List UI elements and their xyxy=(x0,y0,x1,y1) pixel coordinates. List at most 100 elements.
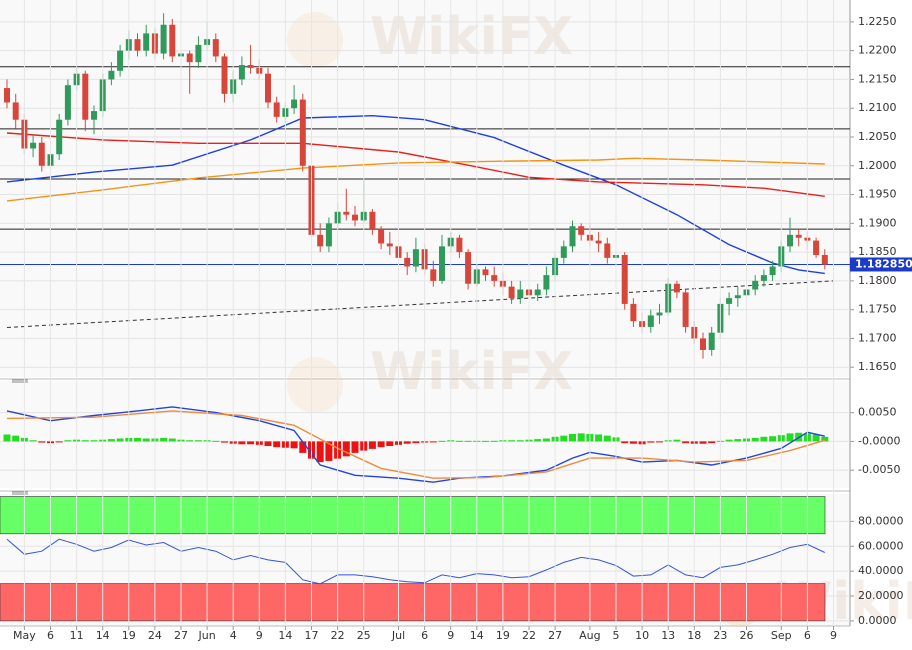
candle-body xyxy=(30,142,37,149)
candle-body xyxy=(752,280,759,290)
y-tick-label: -0.0000 xyxy=(858,434,900,447)
x-tick-label: 6 xyxy=(804,629,811,642)
histogram-bar xyxy=(412,441,420,444)
candle-body xyxy=(221,56,228,94)
histogram-bar xyxy=(621,441,629,444)
histogram-bar xyxy=(786,433,794,442)
y-tick-label: 80.0000 xyxy=(858,514,904,527)
candle-body xyxy=(160,24,167,54)
histogram-bar xyxy=(673,439,681,442)
candle-body xyxy=(117,50,124,71)
histogram-bar xyxy=(116,438,124,442)
y-tick-label: 1.2000 xyxy=(858,159,897,172)
histogram-bar xyxy=(429,441,437,443)
x-tick-label: 10 xyxy=(635,629,649,642)
histogram-bar xyxy=(725,439,733,442)
candle-body xyxy=(265,73,271,103)
histogram-bar xyxy=(812,434,820,442)
histogram-bar xyxy=(160,437,168,442)
candle-body xyxy=(64,85,71,120)
x-tick-label: 6 xyxy=(421,629,428,642)
histogram-bar xyxy=(12,435,20,442)
candle-body xyxy=(134,39,141,51)
y-tick-label: 1.2150 xyxy=(858,72,897,85)
candle-body xyxy=(578,226,585,235)
candle-body xyxy=(299,99,306,166)
histogram-bar xyxy=(81,440,89,442)
candle-body xyxy=(682,292,689,327)
x-tick-label: 27 xyxy=(174,629,188,642)
candle-body xyxy=(412,249,419,267)
x-tick-label: 14 xyxy=(96,629,110,642)
histogram-bar xyxy=(238,441,246,445)
y-tick-label: 1.2100 xyxy=(858,101,897,114)
histogram-bar xyxy=(734,439,742,442)
candle-body xyxy=(787,234,793,247)
candle-body xyxy=(604,243,611,258)
watermark-group: WikiFX WikiFX WikiFX xyxy=(287,7,912,632)
histogram-bar xyxy=(142,438,150,442)
candle-body xyxy=(325,223,332,247)
candle-body xyxy=(439,246,445,281)
x-tick-label: 19 xyxy=(496,629,510,642)
candle-body xyxy=(212,39,219,57)
candle-body xyxy=(186,53,193,63)
histogram-bar xyxy=(708,441,716,444)
histogram-bar xyxy=(273,441,281,448)
x-tick-label: 6 xyxy=(47,629,54,642)
candle-body xyxy=(656,312,663,316)
x-tick-label: 4 xyxy=(230,629,237,642)
x-tick-label: 18 xyxy=(687,629,701,642)
candle-body xyxy=(726,298,733,304)
y-tick-label: 1.1900 xyxy=(858,216,897,229)
x-tick-label: May xyxy=(13,629,36,642)
y-tick-label: 1.2250 xyxy=(858,15,897,28)
histogram-bar xyxy=(490,440,498,442)
y-tick-label: 60.0000 xyxy=(858,539,904,552)
candle-body xyxy=(430,269,437,281)
candle-body xyxy=(108,70,115,80)
histogram-bar xyxy=(55,441,63,443)
y-tick-label: 20.0000 xyxy=(858,589,904,602)
histogram-bar xyxy=(656,441,663,443)
candle-body xyxy=(273,102,280,117)
histogram-bar xyxy=(699,441,707,444)
trendline xyxy=(6,280,834,328)
histogram-bar xyxy=(603,435,611,442)
histogram-bar xyxy=(316,441,324,463)
candle-body xyxy=(378,229,385,244)
candle-body xyxy=(56,119,63,155)
candle-body xyxy=(343,211,350,215)
histogram-bar xyxy=(194,440,202,442)
x-tick-label: 19 xyxy=(122,629,136,642)
histogram-bar xyxy=(595,434,603,442)
candle-body xyxy=(543,275,550,290)
candle-body xyxy=(169,24,176,57)
histogram-bar xyxy=(221,441,228,443)
candle-body xyxy=(82,73,89,120)
y-tick-label: 1.1800 xyxy=(858,274,897,287)
candle-body xyxy=(247,65,254,68)
x-tick-label: 14 xyxy=(278,629,292,642)
x-tick-label: 26 xyxy=(740,629,754,642)
candle-body xyxy=(317,234,324,247)
candle-body xyxy=(734,295,741,299)
x-tick-label: 11 xyxy=(70,629,84,642)
histogram-bar xyxy=(90,440,98,442)
candle-body xyxy=(508,286,515,299)
candle-body xyxy=(491,275,498,281)
candle-body xyxy=(700,338,706,350)
histogram-bar xyxy=(751,437,759,442)
x-tick-label: Aug xyxy=(579,629,600,642)
candle-body xyxy=(673,283,680,293)
candle-body xyxy=(630,303,637,322)
histogram-bar xyxy=(647,441,655,443)
candle-body xyxy=(369,211,376,230)
candle-body xyxy=(813,240,820,255)
rsi-line xyxy=(6,538,826,585)
candle-body xyxy=(560,246,567,258)
histogram-bar xyxy=(577,433,585,442)
